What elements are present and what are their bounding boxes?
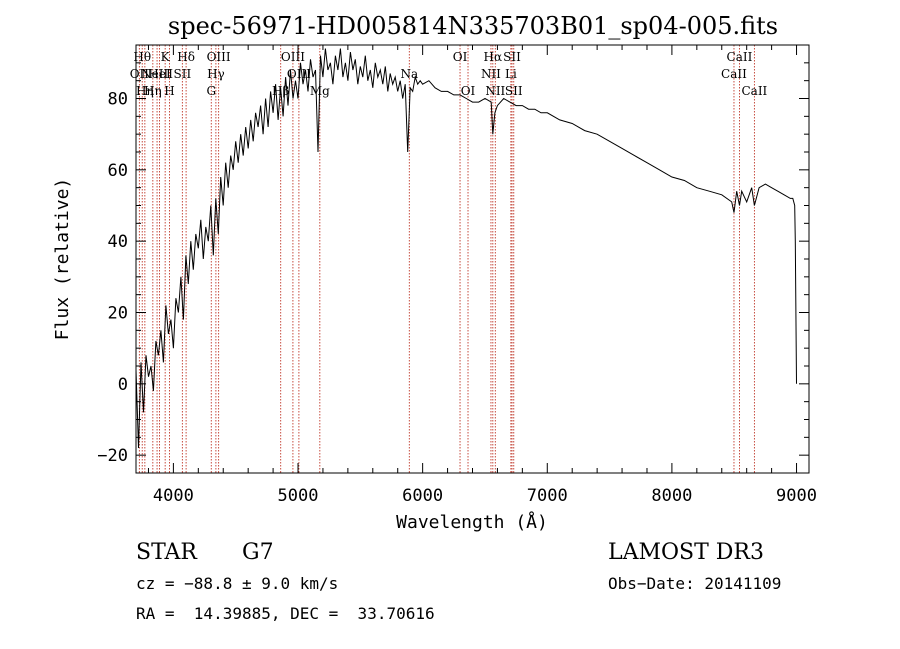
marker-label: SII — [503, 50, 521, 64]
y-tick-label: 80 — [108, 90, 128, 110]
marker-label: OI — [453, 50, 468, 64]
marker-label: CaII — [741, 84, 767, 98]
marker-label: OI — [461, 84, 476, 98]
spectral-line-labels: OIIHθHηHηNeIIIHeIKHSIIHδGHγOIIIHβOIIIOII… — [130, 50, 768, 98]
marker-label: G — [206, 84, 216, 98]
object-class: STAR — [136, 540, 197, 565]
marker-label: HeI — [148, 67, 171, 81]
plot-frame — [135, 44, 810, 474]
marker-label: Hη — [144, 84, 162, 98]
marker-label: SII — [505, 84, 523, 98]
object-subclass: G7 — [242, 540, 274, 565]
marker-label: Hδ — [177, 50, 195, 64]
y-axis-ticks: −20 0 20 40 60 80 — [97, 62, 809, 466]
sky-coordinates: RA = 14.39885, DEC = 33.70616 — [136, 604, 435, 623]
marker-label: Hγ — [207, 67, 225, 81]
marker-label: CaII — [721, 67, 747, 81]
marker-label: H — [164, 84, 174, 98]
y-tick-label: 60 — [108, 161, 128, 181]
marker-label: OII — [130, 67, 150, 81]
y-tick-label: 0 — [118, 375, 128, 395]
x-tick-label: 9000 — [776, 486, 817, 506]
x-tick-label: 8000 — [651, 486, 692, 506]
observation-date: Obs−Date: 20141109 — [608, 574, 782, 593]
marker-label: CaII — [727, 50, 753, 64]
x-tick-label: 4000 — [153, 486, 194, 506]
y-tick-label: −20 — [97, 446, 128, 466]
marker-label: OIII — [207, 50, 231, 64]
x-axis-ticks: 4000 5000 6000 7000 8000 9000 — [147, 45, 817, 506]
y-axis-label: Flux (relative) — [52, 178, 73, 341]
y-tick-label: 20 — [108, 304, 128, 324]
x-tick-label: 5000 — [278, 486, 319, 506]
x-tick-label: 6000 — [402, 486, 443, 506]
survey-name: LAMOST DR3 — [608, 540, 764, 565]
spectrum-line — [135, 48, 797, 449]
y-tick-label: 40 — [108, 232, 128, 252]
marker-label: NII — [485, 84, 505, 98]
marker-label: NeIII — [141, 67, 173, 81]
marker-label: Hθ — [133, 50, 151, 64]
x-tick-label: 7000 — [527, 486, 568, 506]
spectral-line-markers — [138, 45, 755, 473]
x-axis-label: Wavelength (Å) — [396, 511, 548, 533]
marker-label: K — [161, 50, 171, 64]
marker-label: Hα — [484, 50, 503, 64]
marker-label: Li — [505, 67, 517, 81]
redshift-velocity: cz = −88.8 ± 9.0 km/s — [136, 574, 339, 593]
marker-label: NII — [481, 67, 501, 81]
marker-label: SII — [174, 67, 192, 81]
marker-label: OIII — [281, 50, 305, 64]
marker-label: Hη — [136, 84, 154, 98]
chart-title: spec-56971-HD005814N335703B01_sp04-005.f… — [168, 12, 778, 40]
marker-label: Na — [400, 67, 418, 81]
